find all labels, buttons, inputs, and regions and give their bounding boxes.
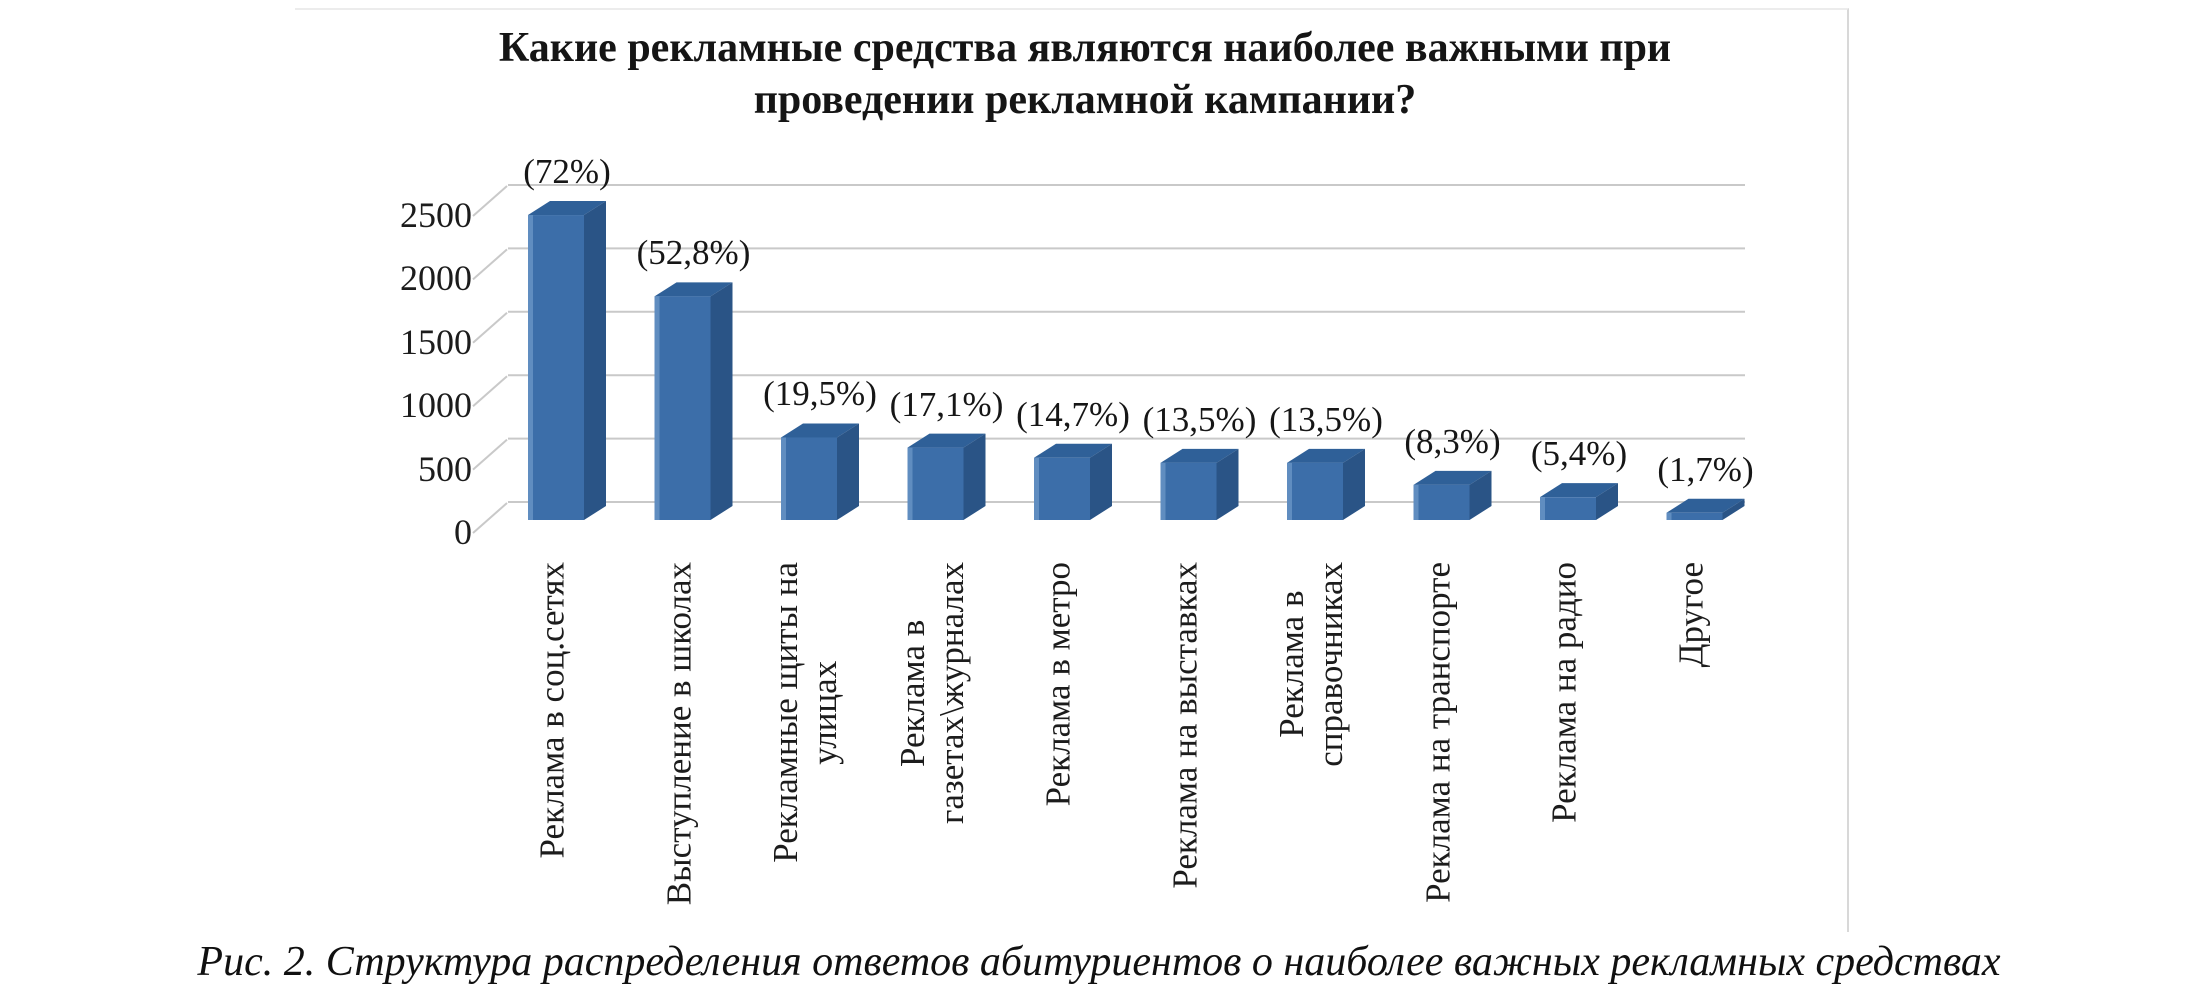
bar-edge-highlight	[781, 437, 786, 520]
bar-front-face	[528, 215, 584, 520]
bar-side-face	[963, 433, 986, 520]
bar-front-face	[907, 447, 964, 520]
bar-top-face	[528, 201, 606, 216]
axis-tick-connector	[472, 438, 508, 471]
figure-caption: Рис. 2. Структура распределения ответов …	[197, 939, 2001, 985]
bar-front-face	[1413, 484, 1470, 520]
bar-side-face	[1722, 498, 1745, 520]
bar-front-face	[1160, 462, 1217, 520]
bar-side-face	[1090, 443, 1112, 520]
bar-edge-highlight	[1666, 512, 1672, 520]
bar-edge-highlight	[907, 447, 913, 520]
bar-top-face	[1160, 448, 1239, 463]
axis-tick-connector	[472, 312, 508, 344]
chart-title: Какие рекламные средства являются наибол…	[335, 22, 1835, 126]
bar-edge-highlight	[1160, 462, 1166, 520]
bar-front-face	[1540, 497, 1596, 520]
bar-top-face	[1287, 448, 1365, 463]
bar-top-face	[654, 282, 733, 297]
chart-title-line1: Какие рекламные средства являются наибол…	[498, 25, 1672, 71]
bar-edge-highlight	[1540, 497, 1545, 520]
axis-tick-connector	[472, 185, 508, 217]
bar-front-face	[654, 296, 711, 520]
axis-tick-connector	[472, 502, 508, 534]
bar-top-face	[1666, 498, 1745, 513]
bar-side-face	[1343, 448, 1365, 520]
bar-front-face	[1666, 512, 1723, 520]
bar-side-face	[1216, 448, 1239, 520]
bar-edge-highlight	[1413, 484, 1419, 520]
chart-title-line2: проведении рекламной кампании?	[753, 77, 1417, 123]
bar-side-face	[837, 423, 859, 520]
bar-side-face	[1596, 483, 1618, 520]
bar-edge-highlight	[528, 215, 533, 520]
bar-front-face	[1287, 462, 1343, 520]
bar-front-face	[781, 437, 837, 520]
bar-front-face	[1034, 457, 1090, 520]
axis-tick-connector	[472, 248, 508, 281]
bar-side-face	[1469, 470, 1492, 520]
bar-edge-highlight	[1287, 462, 1292, 520]
chart-area-border	[295, 8, 1849, 932]
bar-top-face	[1034, 443, 1112, 458]
bar-side-face	[710, 282, 733, 520]
bar-top-face	[1413, 470, 1492, 485]
bar-edge-highlight	[1034, 457, 1039, 520]
bar-edge-highlight	[654, 296, 660, 520]
bar-top-face	[781, 423, 859, 438]
bar-side-face	[584, 201, 606, 520]
bar-top-face	[907, 433, 986, 448]
bar-top-face	[1540, 483, 1618, 498]
axis-tick-connector	[472, 375, 508, 407]
